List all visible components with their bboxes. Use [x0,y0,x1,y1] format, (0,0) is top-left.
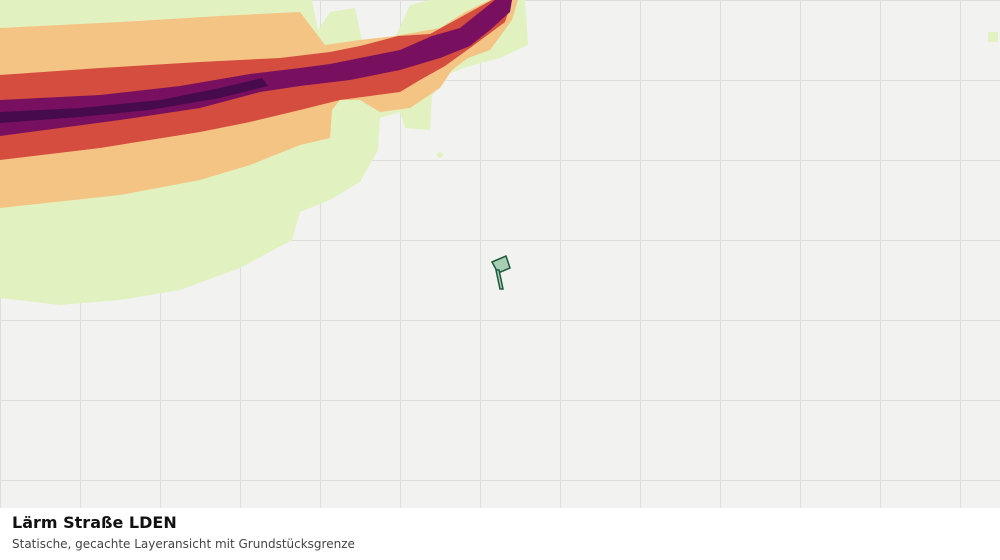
property-marker [490,254,511,290]
map-caption: Lärm Straße LDEN Statische, gecachte Lay… [0,508,1000,560]
noise-zone-low [988,32,998,42]
caption-subtitle: Statische, gecachte Layeransicht mit Gru… [12,537,355,551]
map [0,0,1000,508]
noise-zone-extreme [0,78,268,123]
noise-zone-low [437,152,443,158]
caption-title: Lärm Straße LDEN [12,513,177,532]
noise-zone-very-high [0,0,512,136]
